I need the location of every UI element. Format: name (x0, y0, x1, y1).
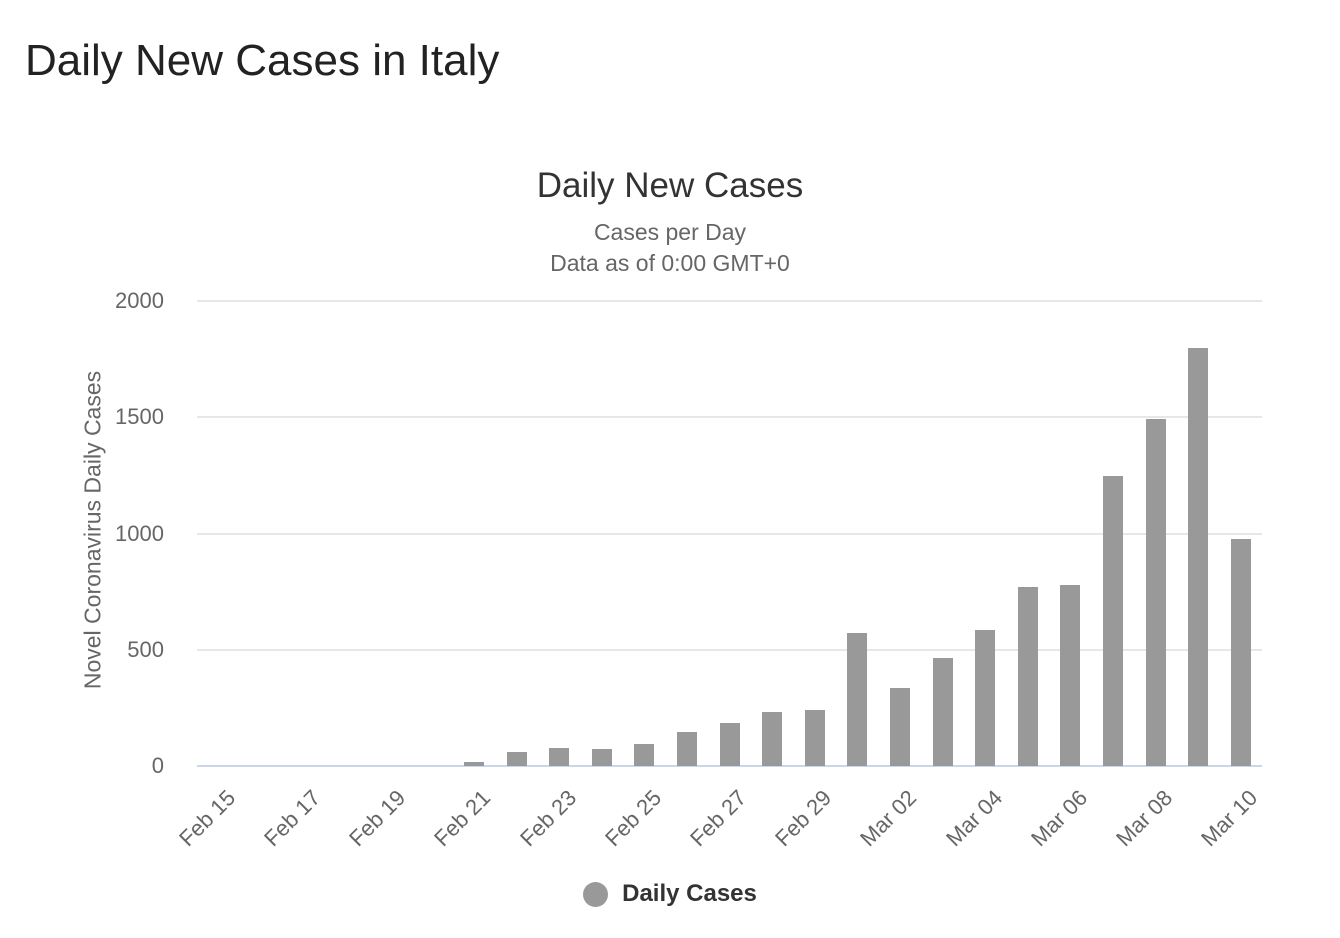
x-tick-label-feb-23: Feb 23 (514, 785, 581, 852)
y-gridline-1000 (197, 532, 1262, 535)
bar-mar-06[interactable] (1060, 585, 1081, 766)
bar-feb-23[interactable] (549, 748, 570, 766)
bar-mar-01[interactable] (847, 633, 868, 766)
bar-mar-02[interactable] (889, 688, 910, 766)
bar-feb-28[interactable] (762, 712, 783, 766)
bar-feb-25[interactable] (634, 744, 655, 766)
x-tick-label-feb-21: Feb 21 (429, 785, 496, 852)
legend-label: Daily Cases (622, 880, 757, 907)
legend-marker-circle (583, 881, 609, 907)
y-gridline-500 (197, 648, 1262, 651)
x-tick-label-feb-27: Feb 27 (685, 785, 752, 852)
chart-subtitle-line1: Cases per Day (593, 219, 747, 245)
x-tick-label-mar-06: Mar 06 (1025, 785, 1092, 852)
x-tick-label-mar-04: Mar 04 (940, 785, 1007, 852)
x-tick-label-feb-19: Feb 19 (344, 785, 411, 852)
bar-mar-04[interactable] (975, 630, 996, 766)
bar-feb-27[interactable] (719, 723, 740, 766)
bar-mar-05[interactable] (1017, 587, 1038, 766)
bar-mar-08[interactable] (1145, 419, 1166, 766)
bar-mar-09[interactable] (1188, 348, 1209, 766)
legend-item-daily-cases[interactable]: Daily Cases (0, 880, 1340, 908)
y-tick-label-2000: 2000 (115, 288, 164, 313)
y-tick-label-1500: 1500 (115, 404, 164, 430)
y-tick-label-500: 500 (127, 636, 164, 662)
x-tick-label-mar-10: Mar 10 (1196, 785, 1263, 852)
x-tick-label-feb-29: Feb 29 (770, 785, 837, 852)
x-tick-label-feb-17: Feb 17 (259, 785, 326, 852)
bar-feb-29[interactable] (804, 710, 825, 766)
chart-title: Daily New Cases (536, 166, 804, 205)
x-tick-label-feb-25: Feb 25 (599, 785, 666, 852)
x-tick-label-feb-15: Feb 15 (173, 785, 240, 852)
chart-subtitle-line2: Data as of 0:00 GMT+0 (550, 250, 790, 276)
y-tick-label-1000: 1000 (115, 520, 164, 546)
y-gridline-1500 (197, 416, 1262, 419)
bar-feb-22[interactable] (506, 752, 527, 766)
bar-mar-07[interactable] (1102, 476, 1123, 766)
y-gridline-2000 (197, 300, 1262, 302)
y-tick-label-0: 0 (151, 753, 164, 778)
bar-feb-26[interactable] (676, 732, 697, 766)
bar-mar-10[interactable] (1230, 539, 1251, 766)
bar-feb-21[interactable] (463, 762, 484, 766)
x-tick-label-mar-02: Mar 02 (855, 785, 922, 852)
x-axis-line (197, 765, 1262, 767)
bar-mar-03[interactable] (932, 658, 953, 766)
bar-feb-24[interactable] (591, 749, 612, 766)
page-title: Daily New Cases in Italy (25, 36, 500, 85)
x-tick-label-mar-08: Mar 08 (1111, 785, 1178, 852)
